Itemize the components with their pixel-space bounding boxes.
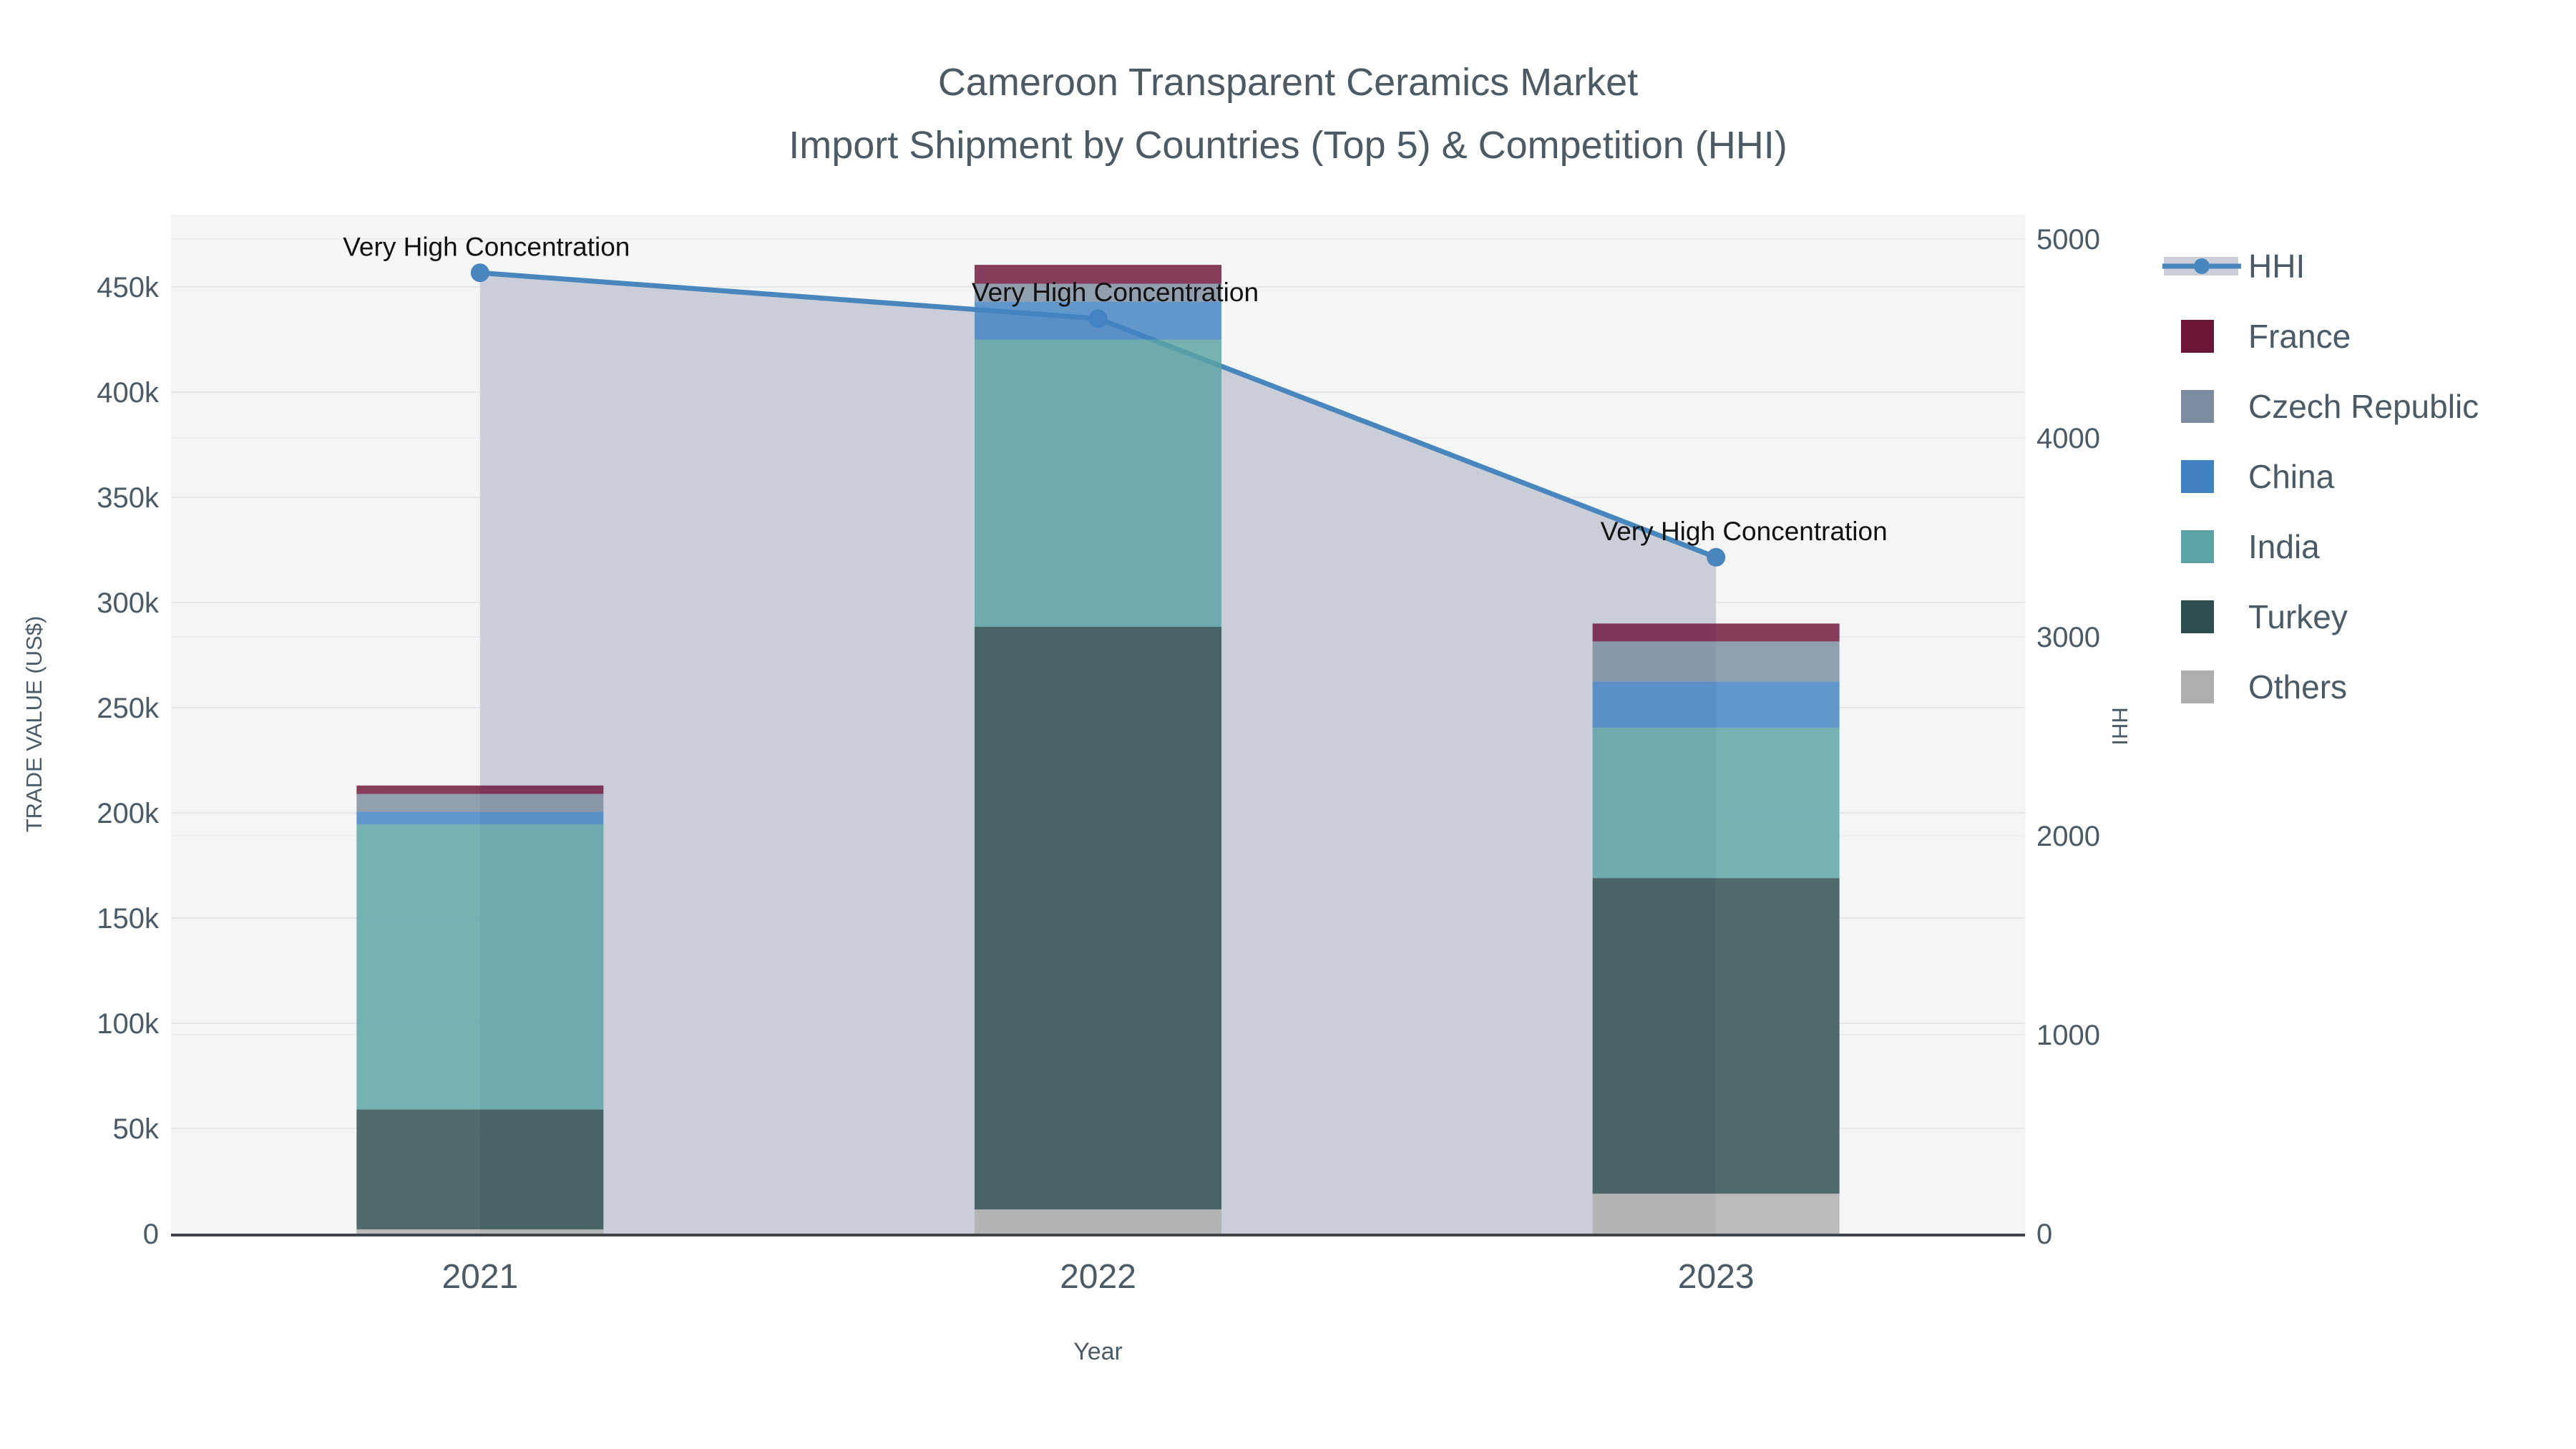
bar-india-2023[interactable] [1592,727,1840,879]
bar-turkey-2023[interactable] [1592,878,1840,1194]
chart-title-line-1: Cameroon Transparent Ceramics Market [937,61,1639,104]
legend-item-india[interactable]: India [2181,528,2320,565]
hhi-marker-2023[interactable] [1707,547,1726,567]
y-tick-right: 4000 [2036,423,2100,454]
y-tick-right: 2000 [2036,821,2100,852]
legend-item-others[interactable]: Others [2181,668,2347,706]
chart-title: Cameroon Transparent Ceramics Market Imp… [0,63,2576,165]
legend-item-france[interactable]: France [2181,318,2351,355]
bar-india-2021[interactable] [356,824,604,1110]
y-tick-right: 0 [2036,1219,2052,1250]
legend-item-czech-republic[interactable]: Czech Republic [2181,388,2479,425]
bar-france-2023[interactable] [1592,623,1840,642]
legend-swatch-france-icon [2181,320,2214,353]
annotation-2021: Very High Concentration [343,232,630,261]
legend-hhi-marker-icon [2194,258,2210,274]
y-tick-left: 0 [143,1219,159,1250]
bar-czech-republic-2022[interactable] [975,283,1221,302]
legend-label: Czech Republic [2248,388,2479,425]
legend-item-turkey[interactable]: Turkey [2181,598,2348,635]
bar-czech-republic-2021[interactable] [356,794,604,812]
bar-india-2022[interactable] [975,339,1221,627]
y-tick-left: 350k [97,482,160,514]
x-axis-title: Year [1073,1338,1123,1365]
legend-label: Turkey [2248,598,2348,635]
chart-title-line-2: Import Shipment by Countries (Top 5) & C… [789,124,1787,167]
bar-china-2022[interactable] [975,301,1221,340]
legend-swatch-india-icon [2181,530,2214,563]
y-tick-left: 50k [113,1113,160,1145]
y-tick-left: 200k [97,798,160,829]
legend-swatch-czech-republic-icon [2181,390,2214,423]
y-tick-left: 400k [97,377,160,409]
legend-item-hhi[interactable]: HHI [2162,248,2305,285]
bar-china-2021[interactable] [356,811,604,825]
bar-others-2022[interactable] [975,1209,1221,1234]
y-tick-right: 5000 [2036,224,2100,255]
legend-label: France [2248,318,2351,355]
annotation-2022: Very High Concentration [972,278,1259,307]
x-tick-label: 2023 [1678,1258,1755,1296]
bar-others-2023[interactable] [1592,1194,1840,1234]
y-tick-right: 1000 [2036,1020,2100,1051]
bar-turkey-2021[interactable] [356,1109,604,1230]
y-tick-left: 450k [97,272,160,303]
y-tick-left: 100k [97,1008,160,1040]
bar-others-2021[interactable] [356,1229,604,1234]
legend-swatch-china-icon [2181,460,2214,493]
bar-czech-republic-2023[interactable] [1592,641,1840,682]
bar-turkey-2022[interactable] [975,626,1221,1210]
y-tick-left: 250k [97,693,160,724]
x-tick-label: 2022 [1060,1258,1136,1296]
right-axis-title: HHI [2107,707,2132,745]
hhi-marker-2021[interactable] [470,263,489,283]
left-axis-title: TRADE VALUE (US$) [21,616,47,833]
x-tick-label: 2021 [441,1258,518,1296]
legend-label: HHI [2248,248,2305,285]
legend-label: China [2248,458,2335,495]
legend-swatch-turkey-icon [2181,600,2214,633]
legend-item-china[interactable]: China [2181,458,2335,495]
y-tick-left: 300k [97,587,160,619]
legend-label: India [2248,528,2320,565]
legend-label: Others [2248,668,2347,706]
annotation-2023: Very High Concentration [1601,517,1888,546]
bar-china-2023[interactable] [1592,681,1840,728]
bar-france-2021[interactable] [356,785,604,794]
legend-swatch-others-icon [2181,670,2214,703]
y-tick-left: 150k [97,903,160,935]
y-tick-right: 3000 [2036,622,2100,653]
bar-france-2022[interactable] [975,265,1221,284]
